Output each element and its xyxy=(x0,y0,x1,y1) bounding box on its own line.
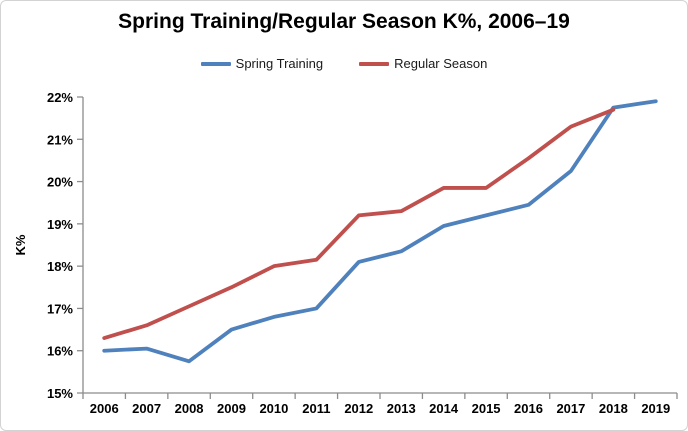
x-tick-label: 2012 xyxy=(344,401,373,416)
y-tick-label: 15% xyxy=(47,386,73,401)
y-tick-label: 20% xyxy=(47,175,73,190)
legend-item-spring-training: Spring Training xyxy=(200,56,324,71)
x-tick-label: 2006 xyxy=(90,401,119,416)
y-axis-title: K% xyxy=(13,234,28,255)
x-tick-label: 2009 xyxy=(217,401,246,416)
x-tick-label: 2016 xyxy=(514,401,543,416)
chart-legend: Spring Training Regular Season xyxy=(1,56,687,71)
y-tick-label: 17% xyxy=(47,301,73,316)
x-tick-label: 2014 xyxy=(429,401,459,416)
x-tick-label: 2007 xyxy=(132,401,161,416)
y-tick-label: 22% xyxy=(47,90,73,105)
legend-swatch xyxy=(359,61,390,66)
chart-title: Spring Training/Regular Season K%, 2006–… xyxy=(118,10,570,33)
legend-label: Spring Training xyxy=(235,56,324,71)
x-tick-label: 2017 xyxy=(556,401,585,416)
legend-item-regular-season: Regular Season xyxy=(359,56,487,71)
x-tick-label: 2011 xyxy=(302,401,330,416)
series-line-spring-training xyxy=(102,99,658,364)
x-tick-label: 2015 xyxy=(472,401,501,416)
y-tick-label: 19% xyxy=(47,217,73,232)
legend-label: Regular Season xyxy=(394,56,488,71)
x-tick-label: 2008 xyxy=(175,401,204,416)
series-line-regular-season xyxy=(102,107,616,340)
x-tick-label: 2018 xyxy=(599,401,628,416)
x-tick-label: 2019 xyxy=(641,401,670,416)
y-tick-label: 21% xyxy=(47,132,73,147)
x-tick-label: 2010 xyxy=(259,401,288,416)
x-tick-label: 2013 xyxy=(387,401,416,416)
y-tick-label: 16% xyxy=(47,344,73,359)
y-tick-label: 18% xyxy=(47,259,73,274)
legend-swatch xyxy=(200,61,231,66)
